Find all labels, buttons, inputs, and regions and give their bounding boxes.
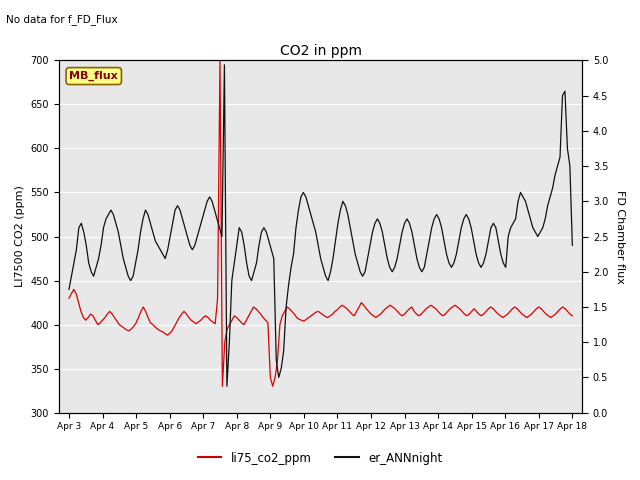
Y-axis label: LI7500 CO2 (ppm): LI7500 CO2 (ppm) <box>15 186 25 288</box>
Legend: li75_co2_ppm, er_ANNnight: li75_co2_ppm, er_ANNnight <box>193 447 447 469</box>
Text: No data for f_FD_Flux: No data for f_FD_Flux <box>6 14 118 25</box>
Text: MB_flux: MB_flux <box>69 71 118 81</box>
Y-axis label: FD Chamber flux: FD Chamber flux <box>615 190 625 284</box>
Title: CO2 in ppm: CO2 in ppm <box>280 44 362 58</box>
